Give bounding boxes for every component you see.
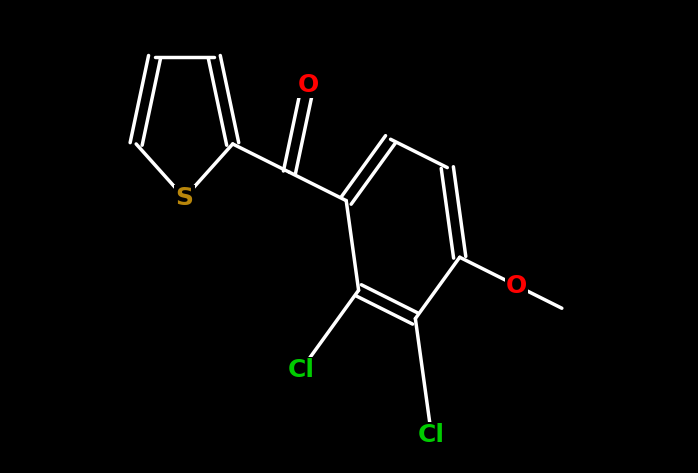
Text: O: O	[506, 273, 527, 298]
Text: Cl: Cl	[418, 423, 445, 447]
Text: S: S	[175, 186, 193, 210]
Text: Cl: Cl	[288, 358, 315, 382]
Text: O: O	[297, 73, 318, 97]
